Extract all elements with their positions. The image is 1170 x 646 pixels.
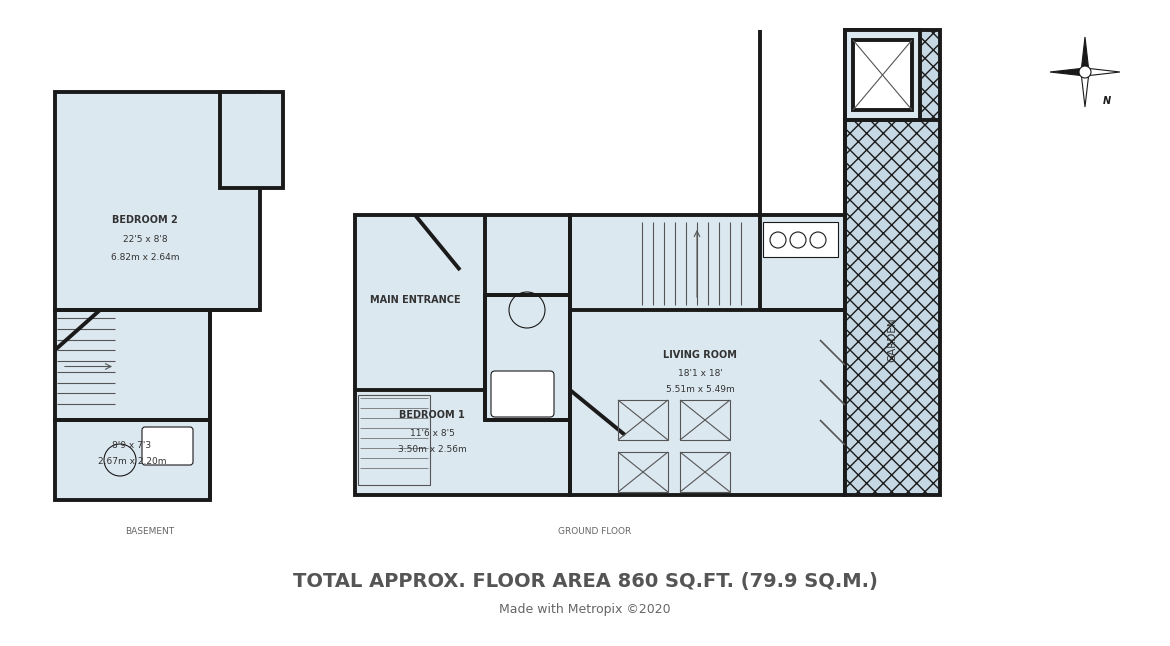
- Text: TOTAL APPROX. FLOOR AREA 860 SQ.FT. (79.9 SQ.M.): TOTAL APPROX. FLOOR AREA 860 SQ.FT. (79.…: [292, 572, 878, 592]
- Polygon shape: [486, 295, 570, 420]
- Bar: [763, 222, 838, 257]
- Text: GARDEN: GARDEN: [887, 318, 897, 362]
- Polygon shape: [1085, 68, 1120, 76]
- Polygon shape: [845, 30, 940, 495]
- Bar: [618, 452, 668, 492]
- Text: BEDROOM 2: BEDROOM 2: [112, 215, 178, 225]
- Text: 22'5 x 8'8: 22'5 x 8'8: [123, 236, 167, 244]
- Text: BASEMENT: BASEMENT: [125, 528, 174, 536]
- Bar: [680, 400, 730, 440]
- Text: 11'6 x 8'5: 11'6 x 8'5: [410, 428, 454, 437]
- Text: 5.51m x 5.49m: 5.51m x 5.49m: [666, 386, 735, 395]
- Bar: [853, 40, 911, 110]
- Text: 18'1 x 18': 18'1 x 18': [677, 368, 722, 377]
- Text: LIVING ROOM: LIVING ROOM: [663, 350, 737, 360]
- Bar: [618, 400, 668, 440]
- Text: MAIN ENTRANCE: MAIN ENTRANCE: [370, 295, 460, 305]
- Text: 2.67m x 2.20m: 2.67m x 2.20m: [98, 457, 166, 466]
- Polygon shape: [1081, 37, 1089, 72]
- Text: 3.50m x 2.56m: 3.50m x 2.56m: [398, 446, 467, 455]
- Text: 8'9 x 7'3: 8'9 x 7'3: [112, 441, 152, 450]
- Polygon shape: [55, 310, 209, 420]
- FancyBboxPatch shape: [142, 427, 193, 465]
- Bar: [680, 452, 730, 492]
- Text: Made with Metropix ©2020: Made with Metropix ©2020: [500, 603, 670, 616]
- Polygon shape: [55, 420, 209, 500]
- Circle shape: [1079, 66, 1090, 78]
- Bar: [358, 395, 431, 485]
- Text: 6.82m x 2.64m: 6.82m x 2.64m: [111, 253, 179, 262]
- Polygon shape: [355, 215, 570, 495]
- Text: GROUND FLOOR: GROUND FLOOR: [558, 528, 632, 536]
- Text: BEDROOM 1: BEDROOM 1: [399, 410, 464, 420]
- Polygon shape: [845, 30, 920, 120]
- Polygon shape: [570, 215, 845, 495]
- Polygon shape: [1049, 68, 1085, 76]
- Polygon shape: [55, 92, 260, 310]
- FancyBboxPatch shape: [491, 371, 555, 417]
- Polygon shape: [1081, 72, 1089, 107]
- Polygon shape: [220, 92, 283, 188]
- Text: N: N: [1103, 96, 1112, 106]
